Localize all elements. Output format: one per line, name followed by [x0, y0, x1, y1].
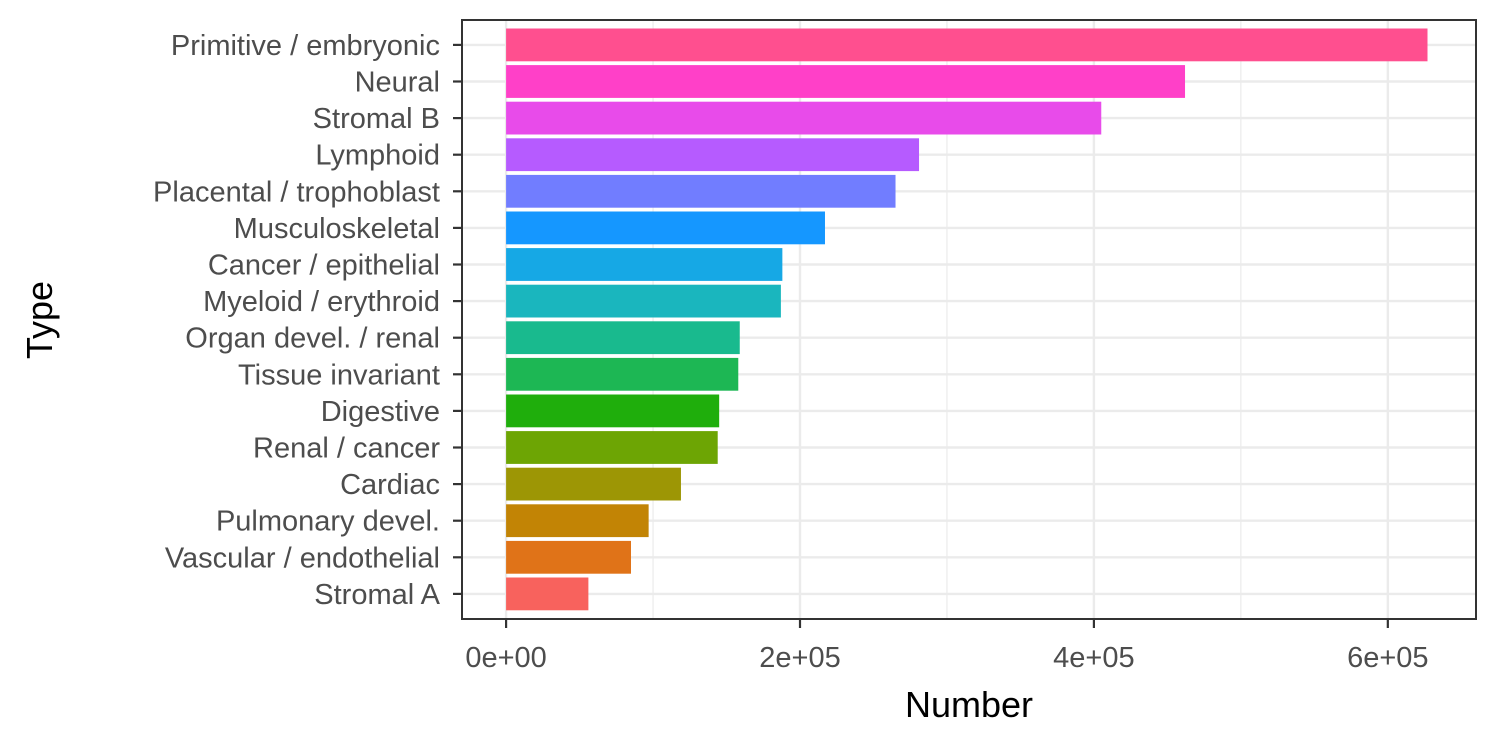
y-tick-label: Stromal A — [314, 579, 440, 611]
bar — [506, 28, 1428, 62]
y-tick-label: Neural — [355, 67, 440, 99]
y-tick-label: Renal / cancer — [253, 433, 440, 465]
y-tick-label: Vascular / endothelial — [165, 542, 440, 574]
x-tick-label: 6e+05 — [1347, 642, 1428, 674]
bar — [506, 394, 720, 428]
y-tick-label: Organ devel. / renal — [185, 323, 440, 355]
x-tick-label: 0e+00 — [465, 642, 546, 674]
y-tick-label: Primitive / embryonic — [171, 30, 440, 62]
y-tick-label: Myeloid / erythroid — [203, 286, 440, 318]
y-tick-label: Stromal B — [313, 103, 440, 135]
y-tick-label: Placental / trophoblast — [153, 176, 440, 208]
bar — [506, 138, 920, 172]
y-tick-label: Tissue invariant — [238, 359, 440, 391]
bar — [506, 101, 1102, 135]
y-tick-label: Lymphoid — [315, 140, 440, 172]
bar — [506, 577, 589, 611]
bar — [506, 211, 825, 245]
x-tick-label: 2e+05 — [759, 642, 840, 674]
bar — [506, 357, 739, 391]
plot-panel-border — [461, 19, 1477, 620]
bar — [506, 284, 781, 318]
y-tick-label: Digestive — [321, 396, 440, 428]
x-axis-ticks: 0e+00 2e+05 4e+05 6e+05 — [465, 619, 1429, 674]
y-tick-label: Musculoskeletal — [234, 213, 440, 245]
bars — [506, 28, 1428, 611]
y-tick-label: Pulmonary devel. — [216, 506, 440, 538]
bar — [506, 248, 783, 281]
bar — [506, 504, 649, 538]
bar — [506, 174, 896, 208]
y-tick-label: Cancer / epithelial — [208, 250, 440, 282]
y-axis-title: Type — [19, 281, 60, 359]
bar — [506, 540, 631, 574]
y-tick-label: Cardiac — [340, 469, 440, 501]
bar — [506, 431, 718, 464]
x-tick-label: 4e+05 — [1053, 642, 1134, 674]
bar — [506, 321, 740, 355]
bar — [506, 65, 1186, 98]
y-axis-ticks: Primitive / embryonic Neural Stromal B Lymp… — [153, 30, 462, 611]
x-axis-title: Number — [905, 684, 1033, 725]
bar — [506, 467, 681, 501]
